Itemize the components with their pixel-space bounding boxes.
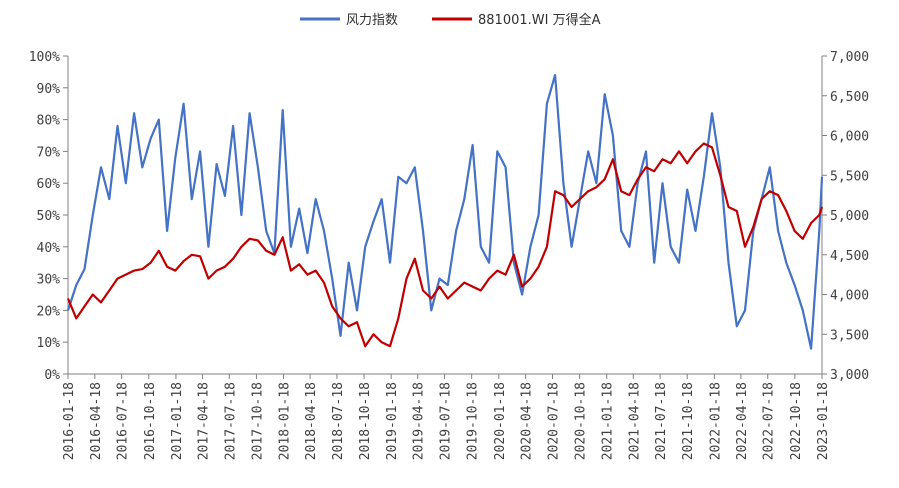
right-tick-label: 3,500 bbox=[830, 328, 869, 343]
x-tick-label: 2017-07-18 bbox=[223, 382, 238, 460]
legend-label-wind-all-a: 881001.WI 万得全A bbox=[478, 12, 601, 28]
x-tick-label: 2019-10-18 bbox=[466, 382, 481, 460]
right-tick-label: 5,500 bbox=[830, 169, 869, 184]
left-tick-label: 80% bbox=[37, 114, 61, 129]
x-tick-label: 2018-04-18 bbox=[304, 382, 319, 460]
axes: 0% 10% 20% 30% 40% 50% 60% 70% 80% 90% 100% 3,000 3,… bbox=[29, 50, 869, 460]
left-tick-label: 60% bbox=[37, 177, 61, 192]
x-tick-label: 2017-01-18 bbox=[170, 382, 185, 460]
x-tick-label: 2020-01-18 bbox=[493, 382, 508, 460]
x-tick-label: 2020-04-18 bbox=[520, 382, 535, 460]
right-tick-label: 6,000 bbox=[830, 130, 869, 145]
left-tick-label: 50% bbox=[37, 209, 61, 224]
x-tick-label: 2023-01-18 bbox=[816, 382, 831, 460]
x-tick-label: 2021-01-18 bbox=[601, 382, 616, 460]
left-tick-label: 0% bbox=[44, 368, 60, 383]
x-tick-label: 2019-04-18 bbox=[412, 382, 427, 460]
x-tick-label: 2016-07-18 bbox=[116, 382, 131, 460]
left-tick-label: 100% bbox=[29, 50, 60, 65]
wind-index-line bbox=[66, 73, 824, 350]
legend: 风力指数 881001.WI 万得全A bbox=[300, 12, 601, 28]
x-tick-label: 2017-04-18 bbox=[196, 382, 211, 460]
right-tick-label: 5,000 bbox=[830, 209, 869, 224]
x-tick-label: 2019-07-18 bbox=[439, 382, 454, 460]
left-tick-label: 20% bbox=[37, 304, 61, 319]
x-tick-label: 2020-07-18 bbox=[546, 382, 561, 460]
x-tick-label: 2018-07-18 bbox=[331, 382, 346, 460]
x-tick-label: 2018-01-18 bbox=[278, 382, 293, 460]
right-tick-label: 4,500 bbox=[830, 249, 869, 264]
x-tick-label: 2022-01-18 bbox=[708, 382, 723, 460]
x-tick-label: 2021-10-18 bbox=[681, 382, 696, 460]
left-tick-label: 40% bbox=[37, 241, 61, 256]
left-tick-label: 90% bbox=[37, 82, 61, 97]
x-tick-label: 2019-01-18 bbox=[385, 382, 400, 460]
x-tick-label: 2016-04-18 bbox=[89, 382, 104, 460]
x-tick-label: 2022-07-18 bbox=[762, 382, 777, 460]
x-tick-label: 2022-04-18 bbox=[735, 382, 750, 460]
x-tick-label: 2020-10-18 bbox=[574, 382, 589, 460]
right-tick-label: 3,000 bbox=[830, 368, 869, 383]
plot-area bbox=[66, 73, 824, 350]
left-tick-label: 70% bbox=[37, 145, 61, 160]
legend-label-wind-index: 风力指数 bbox=[346, 13, 398, 28]
right-tick-label: 7,000 bbox=[830, 50, 869, 65]
right-tick-label: 6,500 bbox=[830, 90, 869, 105]
x-tick-label: 2017-10-18 bbox=[250, 382, 265, 460]
x-tick-label: 2021-04-18 bbox=[627, 382, 642, 460]
right-tick-label: 4,000 bbox=[830, 289, 869, 304]
x-tick-label: 2016-10-18 bbox=[143, 382, 158, 460]
left-tick-label: 10% bbox=[37, 336, 61, 351]
left-tick-label: 30% bbox=[37, 273, 61, 288]
x-tick-label: 2018-10-18 bbox=[358, 382, 373, 460]
x-tick-label: 2022-10-18 bbox=[789, 382, 804, 460]
x-tick-label: 2021-07-18 bbox=[654, 382, 669, 460]
x-tick-label: 2016-01-18 bbox=[62, 382, 77, 460]
wind-all-a-line bbox=[66, 142, 824, 348]
